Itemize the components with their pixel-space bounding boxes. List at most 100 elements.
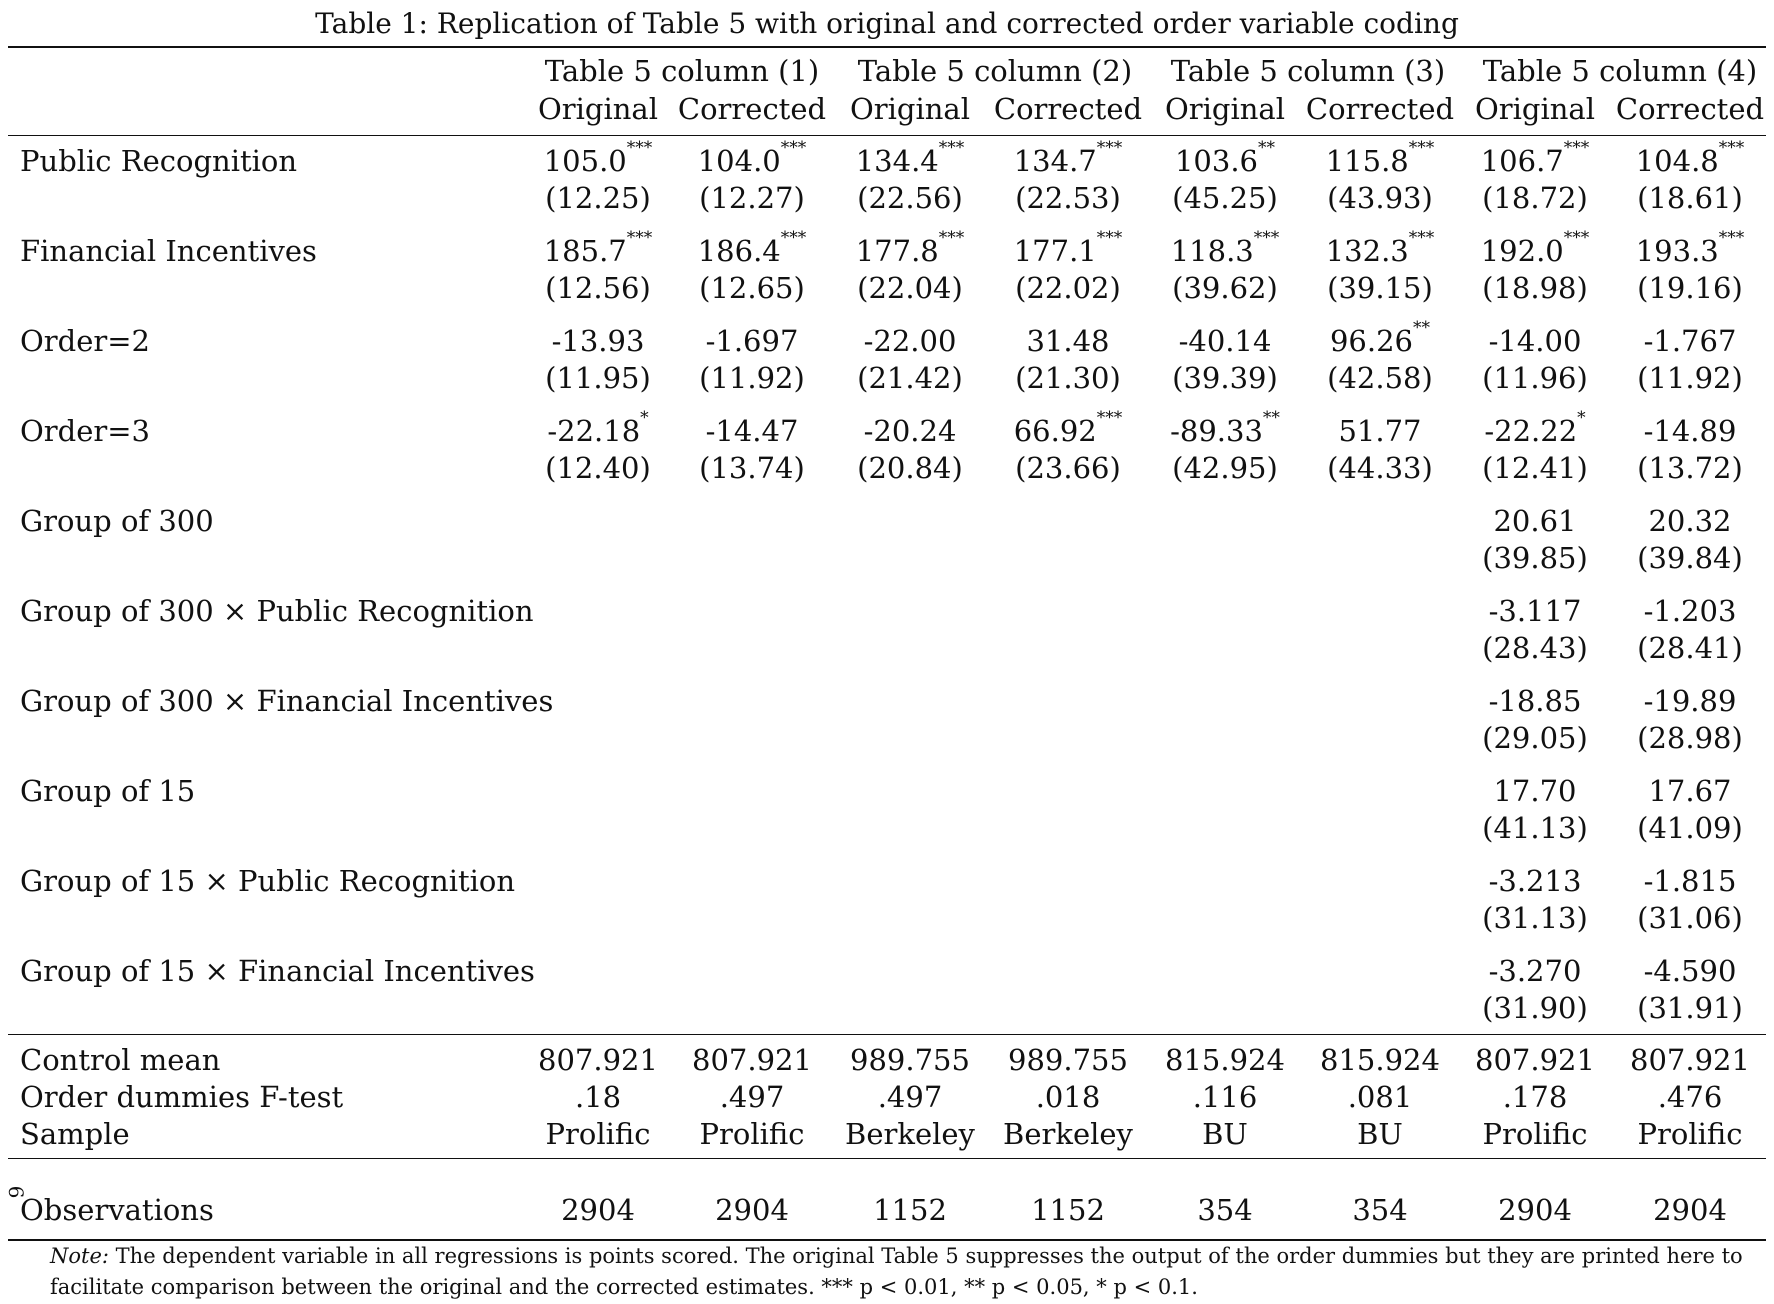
coefficient-value: 134.4 — [855, 144, 939, 178]
stat-value: 807.921 — [1475, 1043, 1595, 1077]
row-label: Group of 300 × Financial Incentives — [20, 684, 554, 718]
observations-value: 354 — [1352, 1193, 1408, 1227]
note-text: The dependent variable in all regression… — [50, 1244, 1743, 1299]
significance-stars: * — [1577, 408, 1586, 428]
standard-error-cell: (20.84) — [857, 451, 963, 485]
coefficient-value: -14.47 — [705, 414, 799, 448]
significance-stars: *** — [1096, 138, 1123, 158]
coefficient-cell: -14.00 — [1455, 323, 1615, 360]
significance-stars: *** — [1253, 228, 1280, 248]
significance-stars: *** — [1563, 228, 1590, 248]
significance-stars: *** — [1718, 138, 1745, 158]
row-label: Group of 300 × Public Recognition — [20, 594, 534, 628]
row-label: Group of 15 — [20, 774, 196, 808]
standard-error-cell: (43.93) — [1327, 181, 1433, 215]
significance-stars: *** — [938, 228, 965, 248]
standard-error-cell: (39.85) — [1482, 541, 1588, 575]
standard-error-cell: (39.39) — [1172, 361, 1278, 395]
standard-error-cell: (11.96) — [1482, 361, 1588, 395]
coefficient-cell: 193.3*** — [1610, 230, 1770, 270]
coefficient-cell: 104.0*** — [672, 140, 832, 180]
coefficient-value: -14.00 — [1488, 324, 1582, 358]
coefficient-cell: 66.92*** — [988, 410, 1148, 450]
coefficient-cell: -1.815 — [1610, 863, 1770, 900]
coefficient-value: -4.590 — [1643, 954, 1737, 988]
coefficient-cell: -3.117 — [1455, 593, 1615, 630]
stat-value: Prolific — [699, 1117, 805, 1151]
coefficient-cell: 177.1*** — [988, 230, 1148, 270]
coefficient-value: 115.8 — [1325, 144, 1409, 178]
coefficient-value: 134.7 — [1013, 144, 1097, 178]
column-subheader: Original — [850, 92, 970, 126]
bottom-rule — [8, 1239, 1766, 1241]
coefficient-cell: -3.270 — [1455, 953, 1615, 990]
coefficient-cell: 118.3*** — [1145, 230, 1305, 270]
standard-error-cell: (31.91) — [1637, 991, 1743, 1025]
coefficient-cell: 192.0*** — [1455, 230, 1615, 270]
stat-value: .18 — [574, 1080, 622, 1114]
standard-error-cell: (42.95) — [1172, 451, 1278, 485]
coefficient-cell: -20.24 — [830, 413, 990, 450]
coefficient-value: 132.3 — [1325, 234, 1409, 268]
row-label: Group of 300 — [20, 504, 214, 538]
standard-error-cell: (12.41) — [1482, 451, 1588, 485]
coefficient-value: -14.89 — [1643, 414, 1737, 448]
standard-error-cell: (12.65) — [699, 271, 805, 305]
coefficient-cell: -89.33** — [1145, 410, 1305, 450]
coefficient-cell: 17.67 — [1610, 773, 1770, 810]
standard-error-cell: (11.92) — [1637, 361, 1743, 395]
coefficient-value: -1.815 — [1643, 864, 1737, 898]
coefficient-cell: 51.77 — [1300, 413, 1460, 450]
standard-error-cell: (12.56) — [545, 271, 651, 305]
significance-stars: *** — [1563, 138, 1590, 158]
stat-label: Order dummies F-test — [20, 1080, 344, 1114]
coefficient-value: 17.67 — [1648, 774, 1732, 808]
column-group-header: Table 5 column (1) — [544, 54, 820, 88]
standard-error-cell: (21.30) — [1015, 361, 1121, 395]
significance-stars: ** — [1258, 138, 1276, 158]
stat-value: 807.921 — [692, 1043, 812, 1077]
standard-error-cell: (28.41) — [1637, 631, 1743, 665]
significance-stars: *** — [780, 228, 807, 248]
stat-value: BU — [1357, 1117, 1403, 1151]
coefficient-cell: -19.89 — [1610, 683, 1770, 720]
row-label: Order=3 — [20, 414, 150, 448]
significance-stars: ** — [1262, 408, 1280, 428]
standard-error-cell: (12.27) — [699, 181, 805, 215]
standard-error-cell: (41.13) — [1482, 811, 1588, 845]
coefficient-value: 17.70 — [1493, 774, 1577, 808]
stat-value: Prolific — [1637, 1117, 1743, 1151]
coefficient-value: -19.89 — [1643, 684, 1737, 718]
significance-stars: *** — [1096, 408, 1123, 428]
significance-stars: *** — [1408, 228, 1435, 248]
standard-error-cell: (13.74) — [699, 451, 805, 485]
significance-stars: *** — [1718, 228, 1745, 248]
coefficient-cell: 134.7*** — [988, 140, 1148, 180]
significance-stars: *** — [626, 138, 653, 158]
standard-error-cell: (39.62) — [1172, 271, 1278, 305]
stat-value: BU — [1202, 1117, 1248, 1151]
coefficient-value: 103.6 — [1174, 144, 1259, 178]
observations-value: 2904 — [561, 1193, 635, 1227]
significance-stars: * — [640, 408, 649, 428]
coefficient-cell: -1.203 — [1610, 593, 1770, 630]
coefficient-cell: 115.8*** — [1300, 140, 1460, 180]
coefficient-value: 106.7 — [1480, 144, 1564, 178]
column-group-header: Table 5 column (4) — [1482, 54, 1758, 88]
stat-label: Control mean — [20, 1043, 221, 1077]
coefficient-cell: 20.32 — [1610, 503, 1770, 540]
standard-error-cell: (21.42) — [857, 361, 963, 395]
standard-error-cell: (28.98) — [1637, 721, 1743, 755]
standard-error-cell: (18.98) — [1482, 271, 1588, 305]
top-rule — [8, 46, 1766, 48]
standard-error-cell: (11.92) — [699, 361, 805, 395]
standard-error-cell: (22.04) — [857, 271, 963, 305]
coefficient-cell: 17.70 — [1455, 773, 1615, 810]
coefficient-cell: -22.22* — [1455, 410, 1615, 450]
row-label: Group of 15 × Public Recognition — [20, 864, 516, 898]
coefficient-value: 193.3 — [1635, 234, 1719, 268]
note-prefix: Note: — [50, 1244, 109, 1268]
coefficient-cell: 96.26** — [1300, 320, 1460, 360]
row-label: Order=2 — [20, 324, 150, 358]
coefficient-value: -22.00 — [863, 324, 957, 358]
